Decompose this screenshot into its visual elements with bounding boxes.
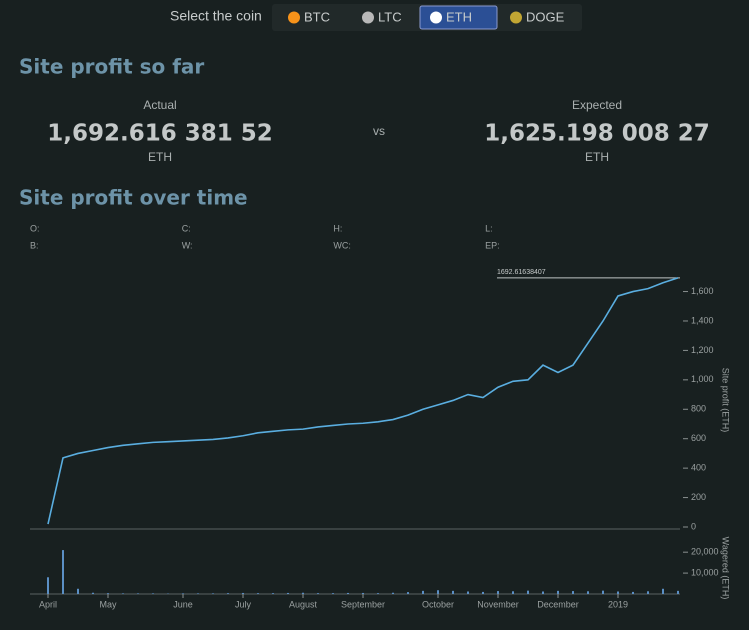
volume-bar (182, 593, 184, 594)
volume-bar (632, 592, 634, 594)
vs: vs (373, 124, 385, 138)
volume-bar (302, 593, 304, 594)
x-tick-label: May (99, 599, 117, 609)
x-tick-label: June (173, 599, 193, 609)
x-tick-label: October (422, 599, 454, 609)
coin-icon (288, 12, 300, 24)
volume-bar (47, 577, 49, 594)
coin-label[interactable]: ETH (446, 9, 472, 24)
y-tick-label: 20,000 (691, 547, 719, 557)
volume-bar (272, 593, 274, 594)
volume-bar (452, 591, 454, 594)
y-tick-label: 10,000 (691, 567, 719, 577)
volume-bar (467, 591, 469, 594)
ohlc-label: W: (182, 240, 193, 250)
y-tick-label: 200 (691, 492, 706, 502)
volume-bar (332, 593, 334, 594)
volume-bar (662, 589, 664, 594)
coin-icon (510, 12, 522, 24)
volume-bar (587, 591, 589, 594)
coin-label[interactable]: LTC (378, 9, 402, 24)
ohlc-label: L: (485, 223, 493, 233)
ohlc-label: O: (30, 223, 40, 233)
reference-label: 1692.61638407 (497, 269, 546, 276)
actual-label: Actual (143, 98, 176, 112)
ohlc-label: H: (333, 223, 342, 233)
y-tick-label: 600 (691, 433, 706, 443)
volume-bar (497, 591, 499, 594)
x-tick-label: April (39, 599, 57, 609)
volume-bar (152, 593, 154, 594)
volume-bar (257, 593, 259, 594)
volume-bar (572, 591, 574, 594)
volume-bar (677, 591, 679, 594)
volume-bar (377, 593, 379, 594)
coin-icon (362, 12, 374, 24)
chart-title: Site profit over time (19, 186, 248, 210)
y-tick-label: 800 (691, 404, 706, 414)
summary-title: Site profit so far (19, 55, 204, 79)
y-tick-label: 1,000 (691, 374, 714, 384)
volume-bar (347, 593, 349, 594)
coin-icon (430, 12, 442, 24)
y-tick-label: 0 (691, 521, 696, 531)
y-axis-title: Site profit (ETH) (721, 368, 731, 433)
coin-label[interactable]: DOGE (526, 9, 565, 24)
ohlc-label: C: (182, 223, 191, 233)
volume-bar (227, 593, 229, 594)
volume-bar (122, 593, 124, 594)
volume-bar (512, 591, 514, 594)
volume-bar (92, 593, 94, 594)
x-tick-label: September (341, 599, 385, 609)
volume-bar (437, 590, 439, 594)
volume-bar (77, 589, 79, 594)
volume-bar (287, 593, 289, 594)
volume-bar (212, 593, 214, 594)
ohlc-label: WC: (333, 240, 351, 250)
y2-axis-title: Wagered (ETH) (721, 537, 731, 600)
y-tick-label: 1,200 (691, 345, 714, 355)
x-tick-label: December (537, 599, 579, 609)
volume-bar (617, 591, 619, 594)
volume-bar (647, 591, 649, 594)
y-tick-label: 1,600 (691, 286, 714, 296)
expected-value: 1,625.198 008 27 (484, 121, 710, 147)
volume-bar (392, 593, 394, 594)
y-tick-label: 400 (691, 463, 706, 473)
actual-value: 1,692.616 381 52 (47, 121, 273, 147)
ohlc-label: EP: (485, 240, 500, 250)
expected-label: Expected (572, 98, 622, 112)
ohlc-label: B: (30, 240, 39, 250)
volume-bar (422, 591, 424, 594)
x-tick-label: 2019 (608, 599, 628, 609)
expected-unit: ETH (585, 150, 609, 164)
volume-bar (542, 591, 544, 594)
volume-bar (557, 591, 559, 594)
actual-unit: ETH (148, 150, 172, 164)
selector-label: Select the coin (170, 8, 262, 24)
volume-bar (242, 593, 244, 594)
volume-bar (137, 593, 139, 594)
x-tick-label: July (235, 599, 252, 609)
y-tick-label: 1,400 (691, 315, 714, 325)
volume-bar (482, 592, 484, 594)
volume-bar (62, 550, 64, 594)
volume-bar (602, 591, 604, 594)
profit-line (48, 278, 678, 524)
volume-bar (362, 593, 364, 594)
volume-bar (197, 593, 199, 594)
coin-label[interactable]: BTC (304, 9, 330, 24)
volume-bar (107, 593, 109, 594)
x-tick-label: November (477, 599, 519, 609)
volume-bar (407, 592, 409, 594)
x-tick-label: August (289, 599, 318, 609)
volume-bar (317, 593, 319, 594)
volume-bar (527, 591, 529, 594)
